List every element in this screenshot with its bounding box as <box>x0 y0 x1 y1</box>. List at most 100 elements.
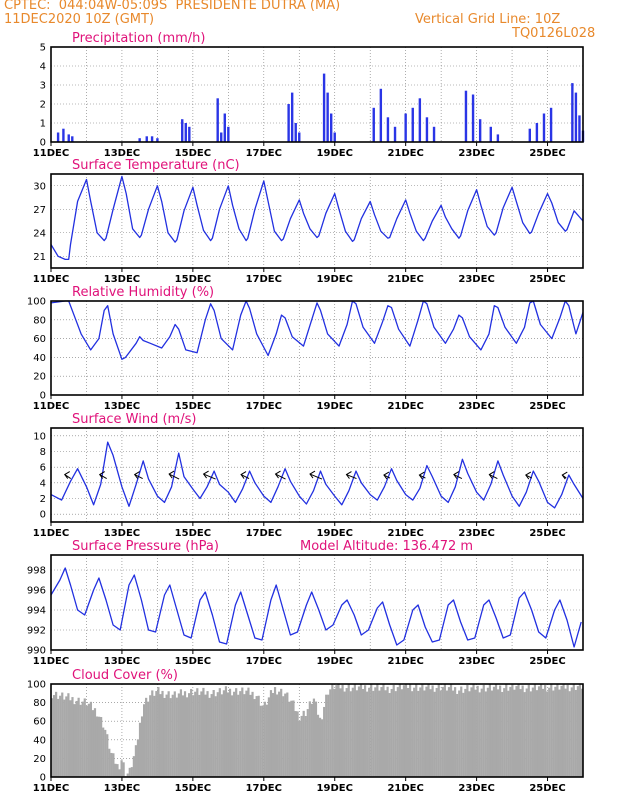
x-tick-label: 11DEC <box>33 401 69 412</box>
cloud-bar <box>120 760 123 777</box>
cloud-bar <box>292 700 295 777</box>
cloud-bar <box>480 688 483 777</box>
cloud-bar <box>151 690 154 777</box>
precip-bar <box>379 88 383 142</box>
cloud-bar <box>505 684 508 777</box>
y-tick-label: 60 <box>33 334 46 345</box>
cloud-bar <box>337 684 340 777</box>
y-tick-label: 2 <box>40 100 46 111</box>
cloud-bar <box>509 686 512 777</box>
cloud-bar <box>61 692 64 777</box>
panel-frame <box>50 173 584 269</box>
x-tick-label: 25DEC <box>529 274 565 285</box>
y-tick-label: 27 <box>33 205 46 216</box>
cloud-bar <box>108 748 111 777</box>
cloud-bar <box>296 711 299 777</box>
cloud-bar <box>339 688 342 777</box>
x-tick-label: 21DEC <box>387 401 423 412</box>
cloud-bar <box>361 689 365 777</box>
cloud-bar <box>286 692 289 777</box>
cloud-bar <box>462 692 465 777</box>
cloud-bar <box>192 695 195 777</box>
cloud-bar <box>233 691 236 777</box>
cloud-bar <box>280 688 283 777</box>
header-grid-note: Vertical Grid Line: 10Z <box>415 12 561 27</box>
cloud-bar <box>212 690 215 777</box>
x-tick-label: 19DEC <box>317 656 353 667</box>
panel-title: Cloud Cover (%) <box>72 668 178 683</box>
cloud-bar <box>329 689 332 777</box>
x-tick-label: 17DEC <box>246 274 282 285</box>
cloud-bar <box>368 687 371 777</box>
cloud-bar <box>400 689 404 777</box>
cloud-bar <box>535 690 539 777</box>
cloud-bar <box>276 694 279 777</box>
cloud-bar <box>345 688 348 777</box>
x-tick-label: 23DEC <box>458 274 494 285</box>
y-tick-label: 24 <box>33 228 46 239</box>
cloud-bar <box>155 691 158 777</box>
cloud-bar <box>574 689 577 777</box>
cloud-bar <box>316 714 320 777</box>
cloud-bar <box>298 720 301 777</box>
cloud-bar <box>57 698 60 777</box>
cloud-bar <box>544 685 547 777</box>
header-line1: CPTEC: 044:04W-05:09S PRESIDENTE DUTRA (… <box>4 0 341 13</box>
x-tick-label: 23DEC <box>458 783 494 794</box>
cloud-bar <box>560 685 563 777</box>
cloud-bar <box>169 698 172 777</box>
y-tick-label: 0 <box>40 138 46 149</box>
cloud-bar <box>466 684 469 777</box>
cloud-bar <box>159 694 162 777</box>
cloud-bar <box>126 773 129 777</box>
cloud-bar <box>550 684 553 777</box>
cloud-bar <box>527 684 530 777</box>
cloud-bar <box>363 685 367 777</box>
precip-bar <box>184 123 187 142</box>
cloud-bar <box>580 688 584 777</box>
precip-bar <box>188 126 191 142</box>
x-tick-label: 25DEC <box>529 783 565 794</box>
cloud-bar <box>539 684 543 777</box>
cloud-bar <box>204 694 207 777</box>
cloud-bar <box>372 690 375 777</box>
x-tick-label: 23DEC <box>458 528 494 539</box>
x-tick-label: 25DEC <box>529 401 565 412</box>
cloud-bar <box>425 686 428 777</box>
cloud-bar <box>224 686 228 777</box>
x-tick-label: 19DEC <box>317 528 353 539</box>
cloud-bar <box>130 767 133 777</box>
precip-bar <box>290 92 294 142</box>
precip-bar <box>329 113 333 142</box>
y-tick-label: 20 <box>33 372 46 383</box>
cloud-bar <box>564 688 567 777</box>
cloud-bar <box>578 684 582 777</box>
cloud-bar <box>310 703 313 777</box>
cloud-bar <box>437 684 440 777</box>
wind-arrow-shaft <box>453 474 463 480</box>
cloud-bar <box>118 769 121 777</box>
precip-bar <box>150 136 154 142</box>
wind-arrow-head <box>98 471 105 479</box>
cloud-bar <box>486 687 489 777</box>
cloud-bar <box>73 704 76 777</box>
cloud-bar <box>147 701 150 777</box>
cloud-bar <box>347 684 350 777</box>
y-tick-label: 998 <box>27 566 46 577</box>
cloud-bar <box>427 684 430 777</box>
cloud-bar <box>271 693 275 777</box>
y-tick-label: 80 <box>33 315 46 326</box>
cloud-bar <box>288 701 291 777</box>
cloud-bar <box>112 753 115 777</box>
precip-bar <box>432 126 436 142</box>
cloud-bar <box>366 691 369 777</box>
y-tick-label: 80 <box>33 698 46 709</box>
precip-bar <box>549 107 553 142</box>
cloud-bar <box>69 700 72 777</box>
cloud-bar <box>55 691 58 777</box>
cloud-bar <box>562 684 565 777</box>
cloud-bar <box>355 690 358 777</box>
y-tick-label: 40 <box>33 353 46 364</box>
precip-bar <box>425 117 429 142</box>
cloud-bar <box>208 697 211 777</box>
